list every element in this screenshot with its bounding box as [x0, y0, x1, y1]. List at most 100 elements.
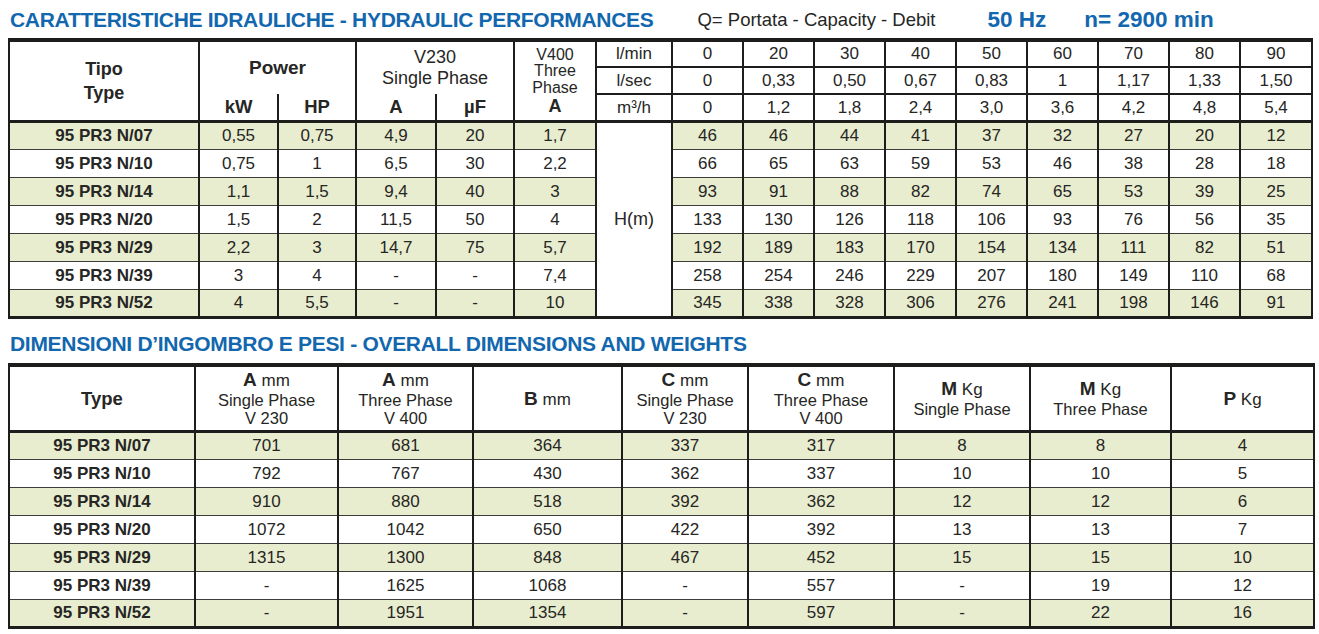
- dimensions-table-body: 95 PR3 N/0770168136433731788495 PR3 N/10…: [9, 432, 1314, 628]
- head-value-cell: 20: [1169, 122, 1240, 150]
- dimension-value-cell: 364: [473, 432, 622, 460]
- pump-type-cell: 95 PR3 N/39: [9, 572, 195, 600]
- head-value-cell: 63: [814, 150, 885, 178]
- dimension-value-cell: 12: [1030, 488, 1171, 516]
- dimension-value-cell: -: [195, 572, 338, 600]
- head-value-cell: 254: [743, 262, 814, 290]
- dimensions-row: 95 PR3 N/07701681364337317884: [9, 432, 1314, 460]
- dimension-value-cell: 12: [894, 488, 1030, 516]
- head-value-cell: 276: [956, 290, 1027, 318]
- microfarad-value-cell: 20: [436, 122, 514, 150]
- ampere-value-cell: 4,9: [356, 122, 436, 150]
- v400-ampere-value-cell: 1,7: [514, 122, 596, 150]
- head-value-cell: 74: [956, 178, 1027, 206]
- hp-value-cell: 2: [278, 206, 356, 234]
- pump-type-cell: 95 PR3 N/52: [9, 290, 199, 318]
- hydraulic-section-title: CARATTERISTICHE IDRAULICHE - HYDRAULIC P…: [10, 8, 653, 32]
- dimension-value-cell: 13: [1030, 516, 1171, 544]
- flow-value-cell: 1: [1027, 67, 1098, 94]
- pump-type-cell: 95 PR3 N/52: [9, 600, 195, 628]
- head-value-cell: 56: [1169, 206, 1240, 234]
- dimension-value-cell: 8: [1030, 432, 1171, 460]
- v230-group-header: V230 Single Phase: [356, 40, 514, 94]
- head-value-cell: 306: [885, 290, 956, 318]
- v400-ampere-value-cell: 7,4: [514, 262, 596, 290]
- ampere-value-cell: 11,5: [356, 206, 436, 234]
- head-value-cell: 32: [1027, 122, 1098, 150]
- dimension-value-cell: 1951: [338, 600, 473, 628]
- dimension-value-cell: 13: [894, 516, 1030, 544]
- head-value-cell: 241: [1027, 290, 1098, 318]
- hydraulic-table-body: 95 PR3 N/070,550,754,9201,7H(m)464644413…: [9, 122, 1312, 318]
- v400-label: V400: [517, 47, 593, 64]
- dimension-value-cell: 6: [1171, 488, 1314, 516]
- flow-value-cell: 1,50: [1240, 67, 1312, 94]
- dimension-value-cell: 1068: [473, 572, 622, 600]
- dimensions-column-header: A mmThree PhaseV 400: [338, 365, 473, 432]
- dimensions-section-title: DIMENSIONI D’INGOMBRO E PESI - OVERALL D…: [10, 332, 1319, 356]
- dimension-value-cell: 701: [195, 432, 338, 460]
- dimensions-row: 95 PR3 N/1491088051839236212126: [9, 488, 1314, 516]
- head-value-cell: 41: [885, 122, 956, 150]
- hp-value-cell: 3: [278, 234, 356, 262]
- dimension-value-cell: 1315: [195, 544, 338, 572]
- head-value-cell: 39: [1169, 178, 1240, 206]
- dimension-value-cell: 5: [1171, 460, 1314, 488]
- head-value-cell: 18: [1240, 150, 1312, 178]
- dimension-value-cell: 16: [1171, 600, 1314, 628]
- ampere-value-cell: 6,5: [356, 150, 436, 178]
- flow-value-cell: 1,8: [814, 94, 885, 122]
- hp-value-cell: 4: [278, 262, 356, 290]
- pump-type-cell: 95 PR3 N/20: [9, 206, 199, 234]
- flow-value-cell: 30: [814, 40, 885, 67]
- kw-column-header: kW: [199, 94, 278, 122]
- dimension-value-cell: 1625: [338, 572, 473, 600]
- head-value-cell: 27: [1098, 122, 1169, 150]
- head-value-cell: 93: [1027, 206, 1098, 234]
- pump-type-cell: 95 PR3 N/10: [9, 150, 199, 178]
- microfarad-value-cell: 40: [436, 178, 514, 206]
- head-value-cell: 189: [743, 234, 814, 262]
- pump-type-cell: 95 PR3 N/29: [9, 544, 195, 572]
- head-value-cell: 106: [956, 206, 1027, 234]
- flow-value-cell: 2,4: [885, 94, 956, 122]
- dimension-value-cell: 597: [748, 600, 894, 628]
- head-value-cell: 53: [1098, 178, 1169, 206]
- head-value-cell: 229: [885, 262, 956, 290]
- dimensions-row: 95 PR3 N/1079276743036233710105: [9, 460, 1314, 488]
- flow-value-cell: 70: [1098, 40, 1169, 67]
- hydraulic-performances-table: Tipo Type Power V230 Single Phase V400 T…: [8, 38, 1313, 319]
- flow-value-cell: 80: [1169, 40, 1240, 67]
- head-value-cell: 51: [1240, 234, 1312, 262]
- head-value-cell: 88: [814, 178, 885, 206]
- head-value-cell: 126: [814, 206, 885, 234]
- dimensions-row: 95 PR3 N/2913151300848467452151510: [9, 544, 1314, 572]
- kw-value-cell: 1,1: [199, 178, 278, 206]
- head-value-cell: 91: [743, 178, 814, 206]
- flow-unit-lmin: l/min: [596, 40, 672, 67]
- v400-group-header: V400 Three Phase A: [514, 40, 596, 122]
- page-header: CARATTERISTICHE IDRAULICHE - HYDRAULIC P…: [0, 0, 1319, 38]
- flow-unit-lsec: l/sec: [596, 67, 672, 94]
- kw-value-cell: 0,75: [199, 150, 278, 178]
- head-value-cell: 82: [885, 178, 956, 206]
- dimension-value-cell: 22: [1030, 600, 1171, 628]
- hydraulic-table-head: Tipo Type Power V230 Single Phase V400 T…: [9, 40, 1312, 122]
- hp-column-header: HP: [278, 94, 356, 122]
- flow-value-cell: 0,33: [743, 67, 814, 94]
- head-value-cell: 46: [672, 122, 743, 150]
- dimensions-column-header: M KgSingle Phase: [894, 365, 1030, 432]
- dimension-value-cell: 467: [622, 544, 748, 572]
- head-value-cell: 192: [672, 234, 743, 262]
- head-value-cell: 258: [672, 262, 743, 290]
- flow-value-cell: 1,17: [1098, 67, 1169, 94]
- flow-value-cell: 4,8: [1169, 94, 1240, 122]
- dimension-value-cell: 337: [748, 460, 894, 488]
- ampere-value-cell: -: [356, 290, 436, 318]
- dimension-value-cell: 10: [894, 460, 1030, 488]
- ampere-value-cell: 9,4: [356, 178, 436, 206]
- frequency-label: 50 Hz: [988, 7, 1047, 33]
- v230-label: V230: [359, 47, 511, 68]
- dimension-value-cell: 8: [894, 432, 1030, 460]
- head-value-cell: 59: [885, 150, 956, 178]
